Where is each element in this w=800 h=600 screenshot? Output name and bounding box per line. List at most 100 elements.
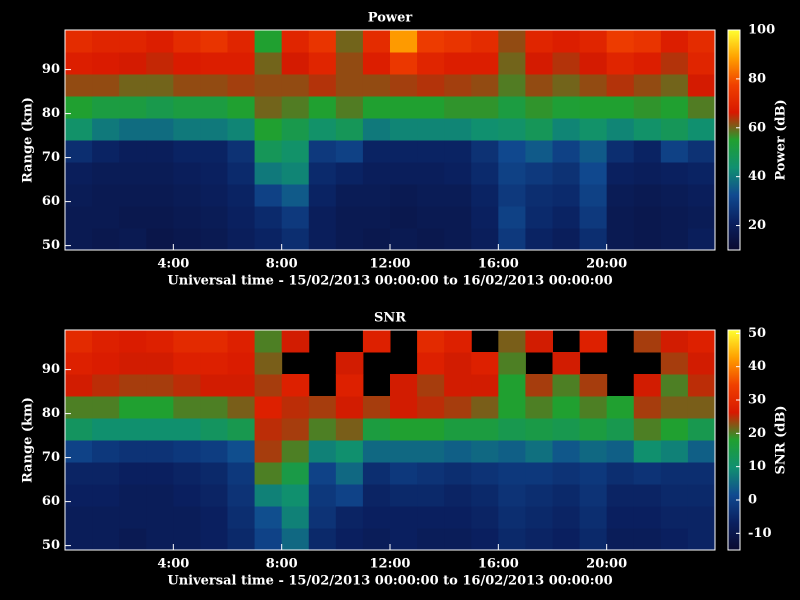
heatmap-cell: [254, 228, 283, 251]
heatmap-cell: [525, 30, 553, 53]
heatmap-cell: [119, 118, 147, 141]
heatmap-cell: [335, 484, 364, 507]
heatmap-cell: [390, 30, 418, 53]
heatmap-cell: [254, 418, 283, 441]
heatmap-cell: [552, 74, 581, 97]
heatmap-cell: [65, 162, 93, 185]
heatmap-cell: [200, 96, 228, 119]
heatmap-cell: [281, 528, 310, 551]
heatmap-cell: [227, 506, 256, 529]
heatmap-cell: [281, 330, 310, 353]
heatmap-cell: [606, 118, 635, 141]
heatmap-cell: [444, 52, 472, 75]
colorbar-tick-label: 20: [748, 218, 766, 233]
heatmap-cell: [390, 440, 418, 463]
heatmap-cell: [606, 184, 635, 207]
heatmap-cell: [525, 74, 553, 97]
heatmap-cell: [200, 374, 228, 397]
heatmap-cell: [65, 484, 93, 507]
heatmap-cell: [65, 440, 93, 463]
heatmap-cell: [444, 30, 472, 53]
heatmap-cell: [200, 484, 228, 507]
heatmap-cell: [200, 140, 228, 163]
heatmap-cell: [335, 418, 364, 441]
heatmap-cell: [498, 330, 526, 353]
heatmap-cell: [335, 118, 364, 141]
heatmap-cell: [92, 96, 120, 119]
heatmap-cell: [471, 162, 499, 185]
heatmap-cell: [227, 228, 256, 251]
heatmap-cell: [633, 330, 662, 353]
heatmap-cell: [579, 52, 608, 75]
heatmap-cell: [606, 52, 635, 75]
heatmap-cell: [227, 96, 256, 119]
heatmap-cell: [308, 140, 337, 163]
heatmap-cell: [362, 330, 391, 353]
heatmap-cell: [281, 118, 310, 141]
y-axis-label: Range (km): [21, 97, 36, 183]
heatmap-cell: [65, 74, 93, 97]
heatmap-cell: [525, 96, 553, 119]
heatmap-cell: [227, 396, 256, 419]
heatmap-cell: [633, 228, 662, 251]
heatmap-cell: [146, 118, 174, 141]
heatmap-cell: [173, 396, 201, 419]
heatmap-cell: [471, 228, 499, 251]
heatmap-cell: [119, 528, 147, 551]
heatmap-cell: [362, 440, 391, 463]
heatmap-cell: [65, 506, 93, 529]
heatmap-cell: [308, 74, 337, 97]
heatmap-cell: [173, 96, 201, 119]
heatmap-cell: [92, 74, 120, 97]
heatmap-cell: [444, 96, 472, 119]
heatmap-cell: [281, 162, 310, 185]
heatmap-cell: [633, 96, 662, 119]
heatmap-cell: [173, 462, 201, 485]
heatmap-cell: [417, 396, 445, 419]
heatmap-cell: [335, 374, 364, 397]
heatmap-cell: [579, 74, 608, 97]
heatmap-cell: [498, 96, 526, 119]
heatmap-cell: [417, 418, 445, 441]
heatmap-cell: [498, 440, 526, 463]
heatmap-cell: [119, 396, 147, 419]
heatmap-cell: [417, 440, 445, 463]
heatmap-cell: [227, 206, 256, 229]
heatmap-cell: [579, 96, 608, 119]
heatmap-cell: [444, 418, 472, 441]
heatmap-cell: [633, 52, 662, 75]
heatmap-cell: [173, 184, 201, 207]
heatmap-cell: [417, 206, 445, 229]
heatmap-cell: [633, 374, 662, 397]
heatmap-cell: [308, 162, 337, 185]
heatmap-cell: [281, 74, 310, 97]
y-tick-label: 50: [42, 238, 60, 253]
heatmap-cell: [173, 374, 201, 397]
heatmap-cell: [660, 52, 689, 75]
heatmap-cell: [227, 30, 256, 53]
heatmap-cell: [417, 484, 445, 507]
heatmap-cell: [633, 184, 662, 207]
heatmap-cell: [362, 396, 391, 419]
heatmap-cell: [308, 52, 337, 75]
heatmap-cell: [308, 484, 337, 507]
heatmap-cell: [65, 140, 93, 163]
heatmap-cell: [606, 484, 635, 507]
heatmap-cell: [498, 30, 526, 53]
heatmap-cell: [606, 162, 635, 185]
heatmap-cell: [471, 52, 499, 75]
heatmap-cell: [471, 418, 499, 441]
heatmap-cell: [444, 162, 472, 185]
heatmap-cell: [498, 228, 526, 251]
heatmap-cell: [417, 462, 445, 485]
heatmap-cell: [687, 396, 716, 419]
heatmap-cell: [687, 96, 716, 119]
heatmap-cell: [687, 162, 716, 185]
heatmap-cell: [254, 184, 283, 207]
heatmap-cell: [552, 418, 581, 441]
x-tick-label: 4:00: [157, 557, 189, 572]
heatmap-cell: [660, 396, 689, 419]
heatmap-cell: [579, 228, 608, 251]
heatmap-cell: [525, 374, 553, 397]
